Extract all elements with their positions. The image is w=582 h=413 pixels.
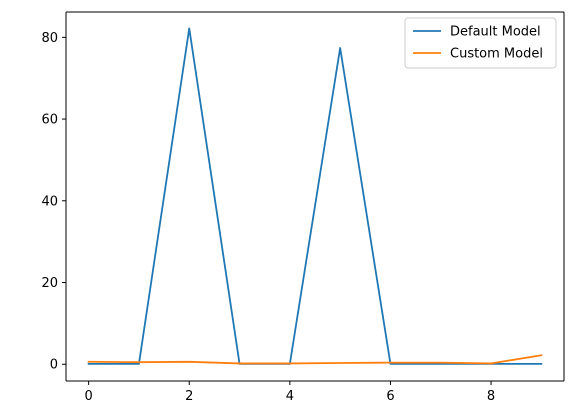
y-tick-label: 40 (41, 194, 58, 209)
legend: Default Model Custom Model (404, 17, 557, 69)
y-tick-label: 20 (41, 276, 58, 291)
x-tick-label: 4 (286, 389, 294, 404)
y-tick-label: 80 (41, 31, 58, 46)
legend-label: Custom Model (450, 47, 543, 62)
series-line-1 (87, 354, 543, 365)
y-tick-label: 0 (50, 358, 58, 373)
x-tick-label: 0 (84, 389, 92, 404)
legend-label: Default Model (450, 25, 541, 40)
plot-area (66, 12, 564, 381)
x-tick-label: 2 (185, 389, 193, 404)
series-layer (87, 27, 543, 365)
x-tick-label: 6 (386, 389, 394, 404)
x-tick-label: 8 (487, 389, 495, 404)
legend-box (404, 17, 557, 69)
y-tick-label: 60 (41, 113, 58, 128)
